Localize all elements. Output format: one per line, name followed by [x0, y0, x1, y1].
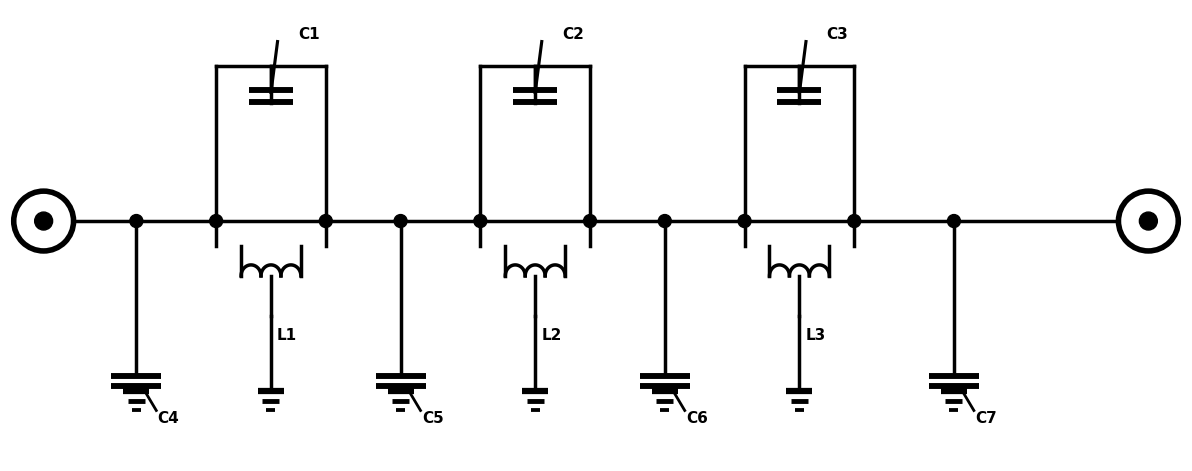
Text: C5: C5	[422, 412, 443, 426]
Circle shape	[130, 215, 143, 227]
Circle shape	[395, 215, 406, 227]
Circle shape	[474, 215, 486, 227]
Circle shape	[848, 215, 861, 227]
Circle shape	[738, 215, 751, 227]
Circle shape	[319, 215, 333, 227]
Circle shape	[658, 215, 671, 227]
Text: L1: L1	[277, 328, 297, 343]
Text: C1: C1	[298, 26, 319, 41]
Text: C3: C3	[826, 26, 848, 41]
Circle shape	[948, 215, 961, 227]
Circle shape	[35, 212, 52, 230]
Text: L3: L3	[806, 328, 826, 343]
Text: C6: C6	[685, 412, 708, 426]
Text: L2: L2	[541, 328, 561, 343]
Circle shape	[584, 215, 596, 227]
Circle shape	[1140, 212, 1157, 230]
Text: C7: C7	[975, 412, 997, 426]
Text: C2: C2	[563, 26, 584, 41]
Text: C4: C4	[157, 412, 179, 426]
Circle shape	[210, 215, 223, 227]
